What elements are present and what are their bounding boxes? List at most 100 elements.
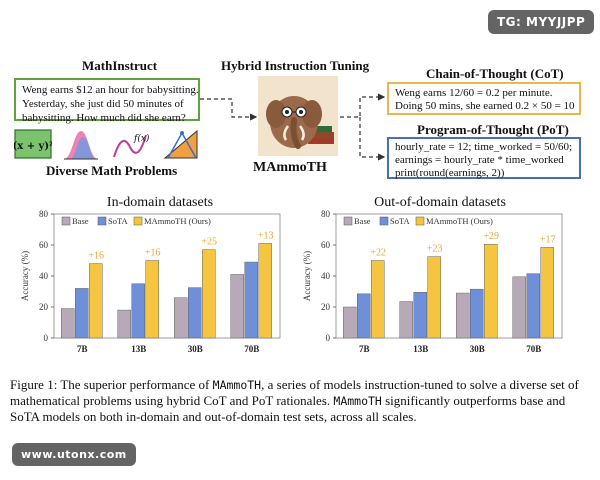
pot-line: print(round(earnings, 2)) (395, 167, 505, 179)
y-tick-label: 80 (39, 209, 49, 219)
question-box: Weng earns $12 an hour for babysitting. … (14, 78, 200, 124)
caption-model-name: MAmmoTH (333, 394, 382, 408)
category-label: 7B (359, 344, 370, 354)
category-label: 70B (526, 344, 541, 354)
hybrid-instruction-title: Hybrid Instruction Tuning (221, 58, 370, 73)
gain-annotation: +16 (88, 251, 104, 262)
pot-line: earnings = hourly_rate * time_worked (395, 154, 564, 166)
y-tick-label: 0 (44, 333, 49, 343)
arrow-model-to-cot (340, 93, 386, 118)
y-tick-label: 60 (39, 240, 49, 250)
bar-sota (526, 273, 540, 339)
question-line: Weng earns $12 an hour for babysitting. (22, 84, 199, 96)
gain-annotation: +25 (201, 237, 217, 248)
matrix-formula-text: (x + y)² (14, 141, 52, 152)
legend-swatch (415, 216, 425, 226)
mammoth-model-label: MAmmoTH (253, 160, 327, 175)
category-label: 13B (413, 344, 428, 354)
gain-annotation: +29 (483, 231, 499, 242)
gain-annotation: +13 (258, 230, 274, 241)
mathinstruct-title: MathInstruct (82, 58, 158, 73)
in-domain-chart-title: In-domain datasets (106, 195, 214, 210)
legend-label: Base (72, 216, 89, 226)
category-label: 30B (188, 344, 203, 354)
bar-sota (188, 287, 202, 339)
bar-sota (357, 293, 371, 339)
y-tick-label: 40 (39, 271, 49, 281)
y-tick-label: 20 (39, 302, 49, 312)
y-axis-label: Accuracy (%) (20, 251, 30, 301)
bar-sota (244, 261, 258, 339)
bar-sota (413, 292, 427, 339)
watermark-bottom: www.utonx.com (12, 443, 136, 466)
pot-title: Program-of-Thought (PoT) (417, 122, 569, 137)
legend-label: SoTA (390, 216, 410, 226)
bar-base (174, 297, 188, 339)
function-graph-text: f(x) (133, 133, 150, 144)
bar-mammoth-ours- (202, 249, 216, 339)
gain-annotation: +17 (540, 234, 556, 245)
cot-title: Chain-of-Thought (CoT) (426, 66, 564, 81)
mammoth-mascot-icon (258, 76, 338, 156)
function-graph-icon: f(x) (113, 133, 150, 158)
gain-annotation: +22 (370, 248, 386, 259)
y-tick-label: 20 (321, 302, 331, 312)
category-label: 30B (470, 344, 485, 354)
figure-caption: Figure 1: The superior performance of MA… (10, 377, 595, 425)
category-label: 7B (77, 344, 88, 354)
cot-line: Weng earns 12/60 = 0.2 per minute. (395, 87, 553, 99)
caption-part: significantly outperforms base and SoTA … (10, 393, 566, 424)
out-domain-chart: 0 20 40 60 80 Accuracy (%) Base SoTA MAmmoTH (Ou… (302, 209, 563, 354)
bar-sota (75, 288, 89, 339)
y-axis-label: Accuracy (%) (302, 251, 312, 301)
category-label: 70B (244, 344, 259, 354)
bar-base (343, 306, 357, 339)
legend-label: MAmmoTH (Ours) (426, 216, 493, 226)
bar-mammoth-ours- (371, 260, 385, 339)
legend-swatch (61, 216, 71, 226)
bar-mammoth-ours- (484, 243, 498, 339)
watermark-top: TG: MYYJJPP (488, 10, 595, 34)
cot-line: Doing 50 mins, she earned 0.2 × 50 = 10 (395, 100, 575, 112)
y-tick-label: 80 (321, 209, 331, 219)
arrow-question-to-model (200, 98, 258, 121)
arrow-model-to-pot (359, 117, 386, 161)
y-tick-label: 0 (326, 333, 331, 343)
diverse-problems-title: Diverse Math Problems (46, 163, 178, 178)
legend-swatch (379, 216, 389, 226)
caption-part: Figure 1: The superior performance of (10, 377, 213, 392)
bar-base (117, 309, 131, 339)
bar-base (456, 292, 470, 339)
bar-base (230, 274, 244, 339)
bar-mammoth-ours- (540, 247, 554, 339)
pot-box: hourly_rate = 12; time_worked = 50/60; e… (387, 137, 581, 179)
legend-label: MAmmoTH (Ours) (144, 216, 211, 226)
bar-base (512, 276, 526, 339)
bar-mammoth-ours- (427, 256, 441, 339)
matrix-formula-icon: (x + y)² (14, 129, 52, 159)
distribution-curves-icon (64, 131, 98, 160)
legend-swatch (343, 216, 353, 226)
in-domain-chart: 0 20 40 60 80 Accuracy (%) Base SoTA MAmmoTH (Ou… (20, 209, 281, 354)
caption-model-name: MAmmoTH (212, 378, 262, 392)
bar-base (399, 301, 413, 339)
out-domain-chart-title: Out-of-domain datasets (374, 195, 506, 210)
bar-base (61, 308, 75, 339)
geometry-tools-icon (163, 129, 198, 159)
question-line: Yesterday, she just did 50 minutes of (22, 98, 184, 110)
bar-mammoth-ours- (145, 260, 159, 339)
bar-mammoth-ours- (89, 263, 103, 339)
bar-sota (131, 283, 145, 339)
y-tick-label: 60 (321, 240, 331, 250)
question-line: babysitting. How much did she earn? (22, 112, 186, 124)
legend-label: SoTA (108, 216, 128, 226)
y-tick-label: 40 (321, 271, 331, 281)
caption-part: , a series of models instruction-tuned t… (10, 377, 579, 408)
bar-sota (470, 288, 484, 339)
gain-annotation: +16 (145, 248, 161, 259)
pot-line: hourly_rate = 12; time_worked = 50/60; (395, 141, 573, 153)
legend-swatch (97, 216, 107, 226)
legend-label: Base (354, 216, 371, 226)
bar-mammoth-ours- (258, 243, 272, 339)
connector-arrows (200, 93, 386, 161)
